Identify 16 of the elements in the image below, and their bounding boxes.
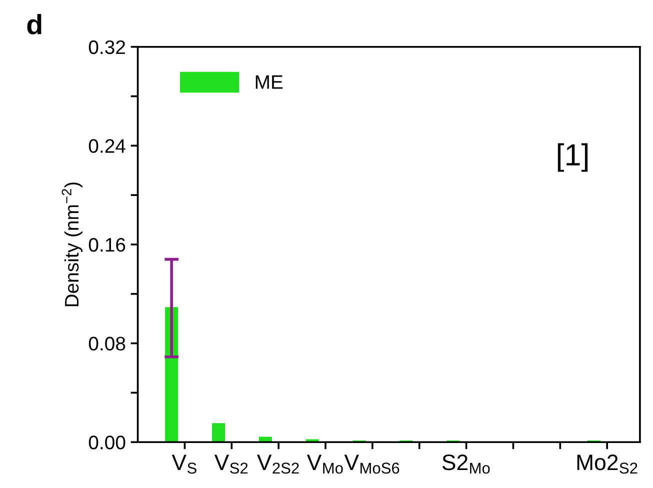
annotation: [1]	[558, 143, 588, 172]
y-tick-label: 0.24	[88, 139, 126, 153]
x-tick-label: S2$_{Mo}$	[442, 454, 490, 474]
x-tick-label: V$_{MoS6}$	[344, 454, 400, 474]
x-tick-label: V$_{S2}$	[214, 454, 248, 474]
x-tick-label: V$_{S}$	[172, 454, 196, 474]
x-tick-label: V$_{Mo}$	[306, 454, 343, 474]
y-tick-label: 0.32	[88, 40, 126, 54]
text: d	[27, 14, 42, 34]
x-tick-label: Mo2$_{S2}$	[577, 454, 638, 474]
y-tick-label: 0.00	[88, 436, 126, 450]
x-tick-label: V$_{2S2}$	[257, 454, 299, 474]
y-tick-label: 0.08	[88, 336, 126, 351]
legend-label: ME	[256, 75, 283, 89]
y-tick-label: 0.16	[88, 238, 126, 252]
y-axis-title: Density (nm$^{−2}$)	[62, 182, 83, 306]
